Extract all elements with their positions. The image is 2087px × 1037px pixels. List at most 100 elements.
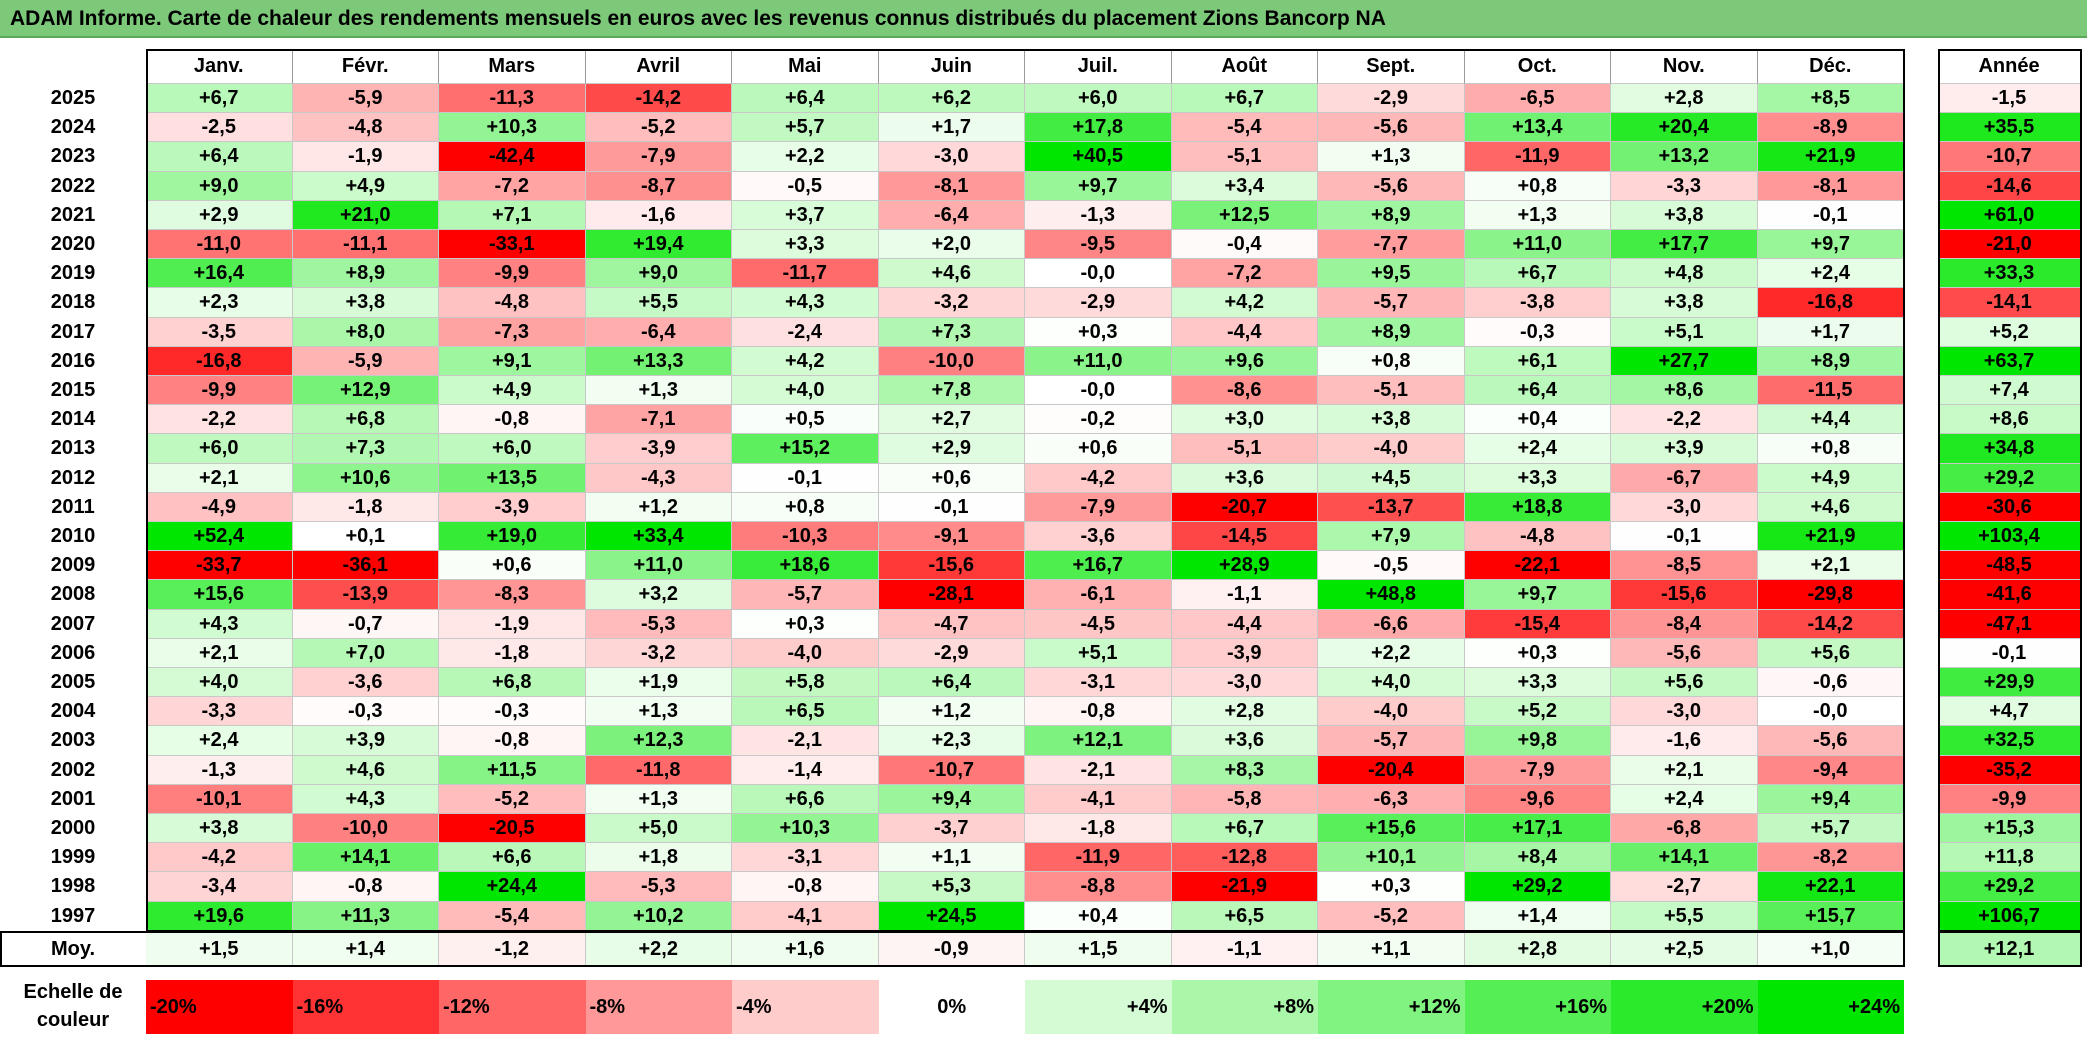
heatmap-cell: +8,6 [1611, 376, 1758, 406]
heatmap-cell: -3,0 [1611, 492, 1758, 522]
heatmap-cell: -10,0 [292, 814, 439, 844]
heatmap-cell: -8,9 [1757, 113, 1904, 143]
heatmap-cell: +11,0 [585, 551, 732, 581]
annual-cell: +15,3 [1938, 814, 2081, 844]
heatmap-cell: -2,7 [1611, 872, 1758, 902]
heatmap-cell: -9,5 [1025, 230, 1172, 260]
heatmap-cell: +15,2 [732, 434, 879, 464]
heatmap-cell: +3,9 [1611, 434, 1758, 464]
year-label: 1999 [0, 843, 146, 873]
heatmap-cell: -20,7 [1171, 492, 1318, 522]
year-label: 2004 [0, 697, 146, 727]
annual-cell: +34,8 [1938, 434, 2081, 464]
month-header: Mai [732, 49, 879, 84]
heatmap-cell: +0,4 [1464, 405, 1611, 435]
color-scale-step: +16% [1464, 980, 1611, 1034]
year-label: 2021 [0, 200, 146, 230]
heatmap-cell: +17,7 [1611, 230, 1758, 260]
heatmap-cell: -1,6 [1611, 726, 1758, 756]
heatmap-cell: -4,4 [1171, 317, 1318, 347]
heatmap-cell: -8,3 [439, 580, 586, 610]
heatmap-cell: +2,2 [732, 142, 879, 172]
heatmap-cell: -3,9 [1171, 638, 1318, 668]
month-header: Mars [439, 49, 586, 84]
heatmap-cell: +4,2 [1171, 288, 1318, 318]
heatmap-cell: -42,4 [439, 142, 586, 172]
heatmap-cell: -20,5 [439, 814, 586, 844]
heatmap-cell: -7,9 [1025, 492, 1172, 522]
heatmap-cell: +11,0 [1464, 230, 1611, 260]
heatmap-cell: +6,2 [878, 84, 1025, 114]
year-label: 2019 [0, 259, 146, 289]
heatmap-cell: -3,9 [439, 492, 586, 522]
annual-cell: -21,0 [1938, 230, 2081, 260]
annual-cell: +103,4 [1938, 522, 2081, 552]
heatmap-cell: -4,1 [732, 901, 879, 931]
heatmap-cell: -9,1 [878, 522, 1025, 552]
heatmap-cell: +8,9 [292, 259, 439, 289]
heatmap-cell: +13,2 [1611, 142, 1758, 172]
color-scale-step: -16% [292, 980, 439, 1034]
heatmap-cell: +5,2 [1464, 697, 1611, 727]
month-header: Oct. [1464, 49, 1611, 84]
heatmap-cell: -29,8 [1757, 580, 1904, 610]
heatmap-cell: +6,0 [146, 434, 293, 464]
heatmap-cell: +3,0 [1171, 405, 1318, 435]
heatmap-cell: +6,4 [1464, 376, 1611, 406]
heatmap-cell: +2,7 [878, 405, 1025, 435]
year-label: 2002 [0, 755, 146, 785]
heatmap-cell: -4,5 [1025, 609, 1172, 639]
heatmap-cell: +5,5 [1611, 901, 1758, 931]
heatmap-cell: -0,3 [1464, 317, 1611, 347]
heatmap-cell: -6,7 [1611, 463, 1758, 493]
average-cell: +2,8 [1464, 932, 1611, 966]
heatmap-cell: +2,9 [146, 200, 293, 230]
heatmap-cell: +5,6 [1757, 638, 1904, 668]
heatmap-cell: +2,8 [1171, 697, 1318, 727]
heatmap-cell: +48,8 [1318, 580, 1465, 610]
heatmap-cell: +1,2 [878, 697, 1025, 727]
heatmap-cell: -15,4 [1464, 609, 1611, 639]
heatmap-cell: +14,1 [1611, 843, 1758, 873]
heatmap-cell: -5,6 [1318, 171, 1465, 201]
heatmap-cell: +6,7 [1464, 259, 1611, 289]
heatmap-cell: +0,3 [1025, 317, 1172, 347]
heatmap-cell: -14,2 [585, 84, 732, 114]
heatmap-cell: -8,2 [1757, 843, 1904, 873]
heatmap-cell: +8,9 [1318, 200, 1465, 230]
heatmap-cell: +7,3 [878, 317, 1025, 347]
heatmap-cell: +4,0 [146, 668, 293, 698]
heatmap-cell: +5,3 [878, 872, 1025, 902]
heatmap-cell: +2,4 [1611, 784, 1758, 814]
heatmap-cell: -5,6 [1318, 113, 1465, 143]
average-cell: +2,2 [585, 932, 732, 966]
heatmap-cell: -2,9 [1318, 84, 1465, 114]
heatmap-cell: +22,1 [1757, 872, 1904, 902]
heatmap-cell: +7,9 [1318, 522, 1465, 552]
color-scale-step: +12% [1318, 980, 1465, 1034]
heatmap-cell: +33,4 [585, 522, 732, 552]
heatmap-cell: +24,4 [439, 872, 586, 902]
average-cell: +2,5 [1611, 932, 1758, 966]
heatmap-cell: +10,6 [292, 463, 439, 493]
annual-cell: +5,2 [1938, 317, 2081, 347]
annual-cell: +11,8 [1938, 843, 2081, 873]
heatmap-cell: +1,7 [878, 113, 1025, 143]
heatmap-cell: -11,7 [732, 259, 879, 289]
heatmap-cell: -0,4 [1171, 230, 1318, 260]
heatmap-cell: -1,9 [292, 142, 439, 172]
heatmap-cell: +3,3 [732, 230, 879, 260]
heatmap-cell: -3,0 [1171, 668, 1318, 698]
heatmap-cell: -2,9 [1025, 288, 1172, 318]
heatmap-cell: +29,2 [1464, 872, 1611, 902]
heatmap-cell: +10,3 [439, 113, 586, 143]
heatmap-cell: -16,8 [146, 346, 293, 376]
heatmap-cell: +4,0 [1318, 668, 1465, 698]
heatmap-cell: +52,4 [146, 522, 293, 552]
heatmap-cell: -8,1 [878, 171, 1025, 201]
heatmap-cell: -5,9 [292, 84, 439, 114]
heatmap-cell: -5,4 [1171, 113, 1318, 143]
year-label: 2000 [0, 814, 146, 844]
heatmap-cell: -5,3 [585, 872, 732, 902]
year-label: 2025 [0, 84, 146, 114]
